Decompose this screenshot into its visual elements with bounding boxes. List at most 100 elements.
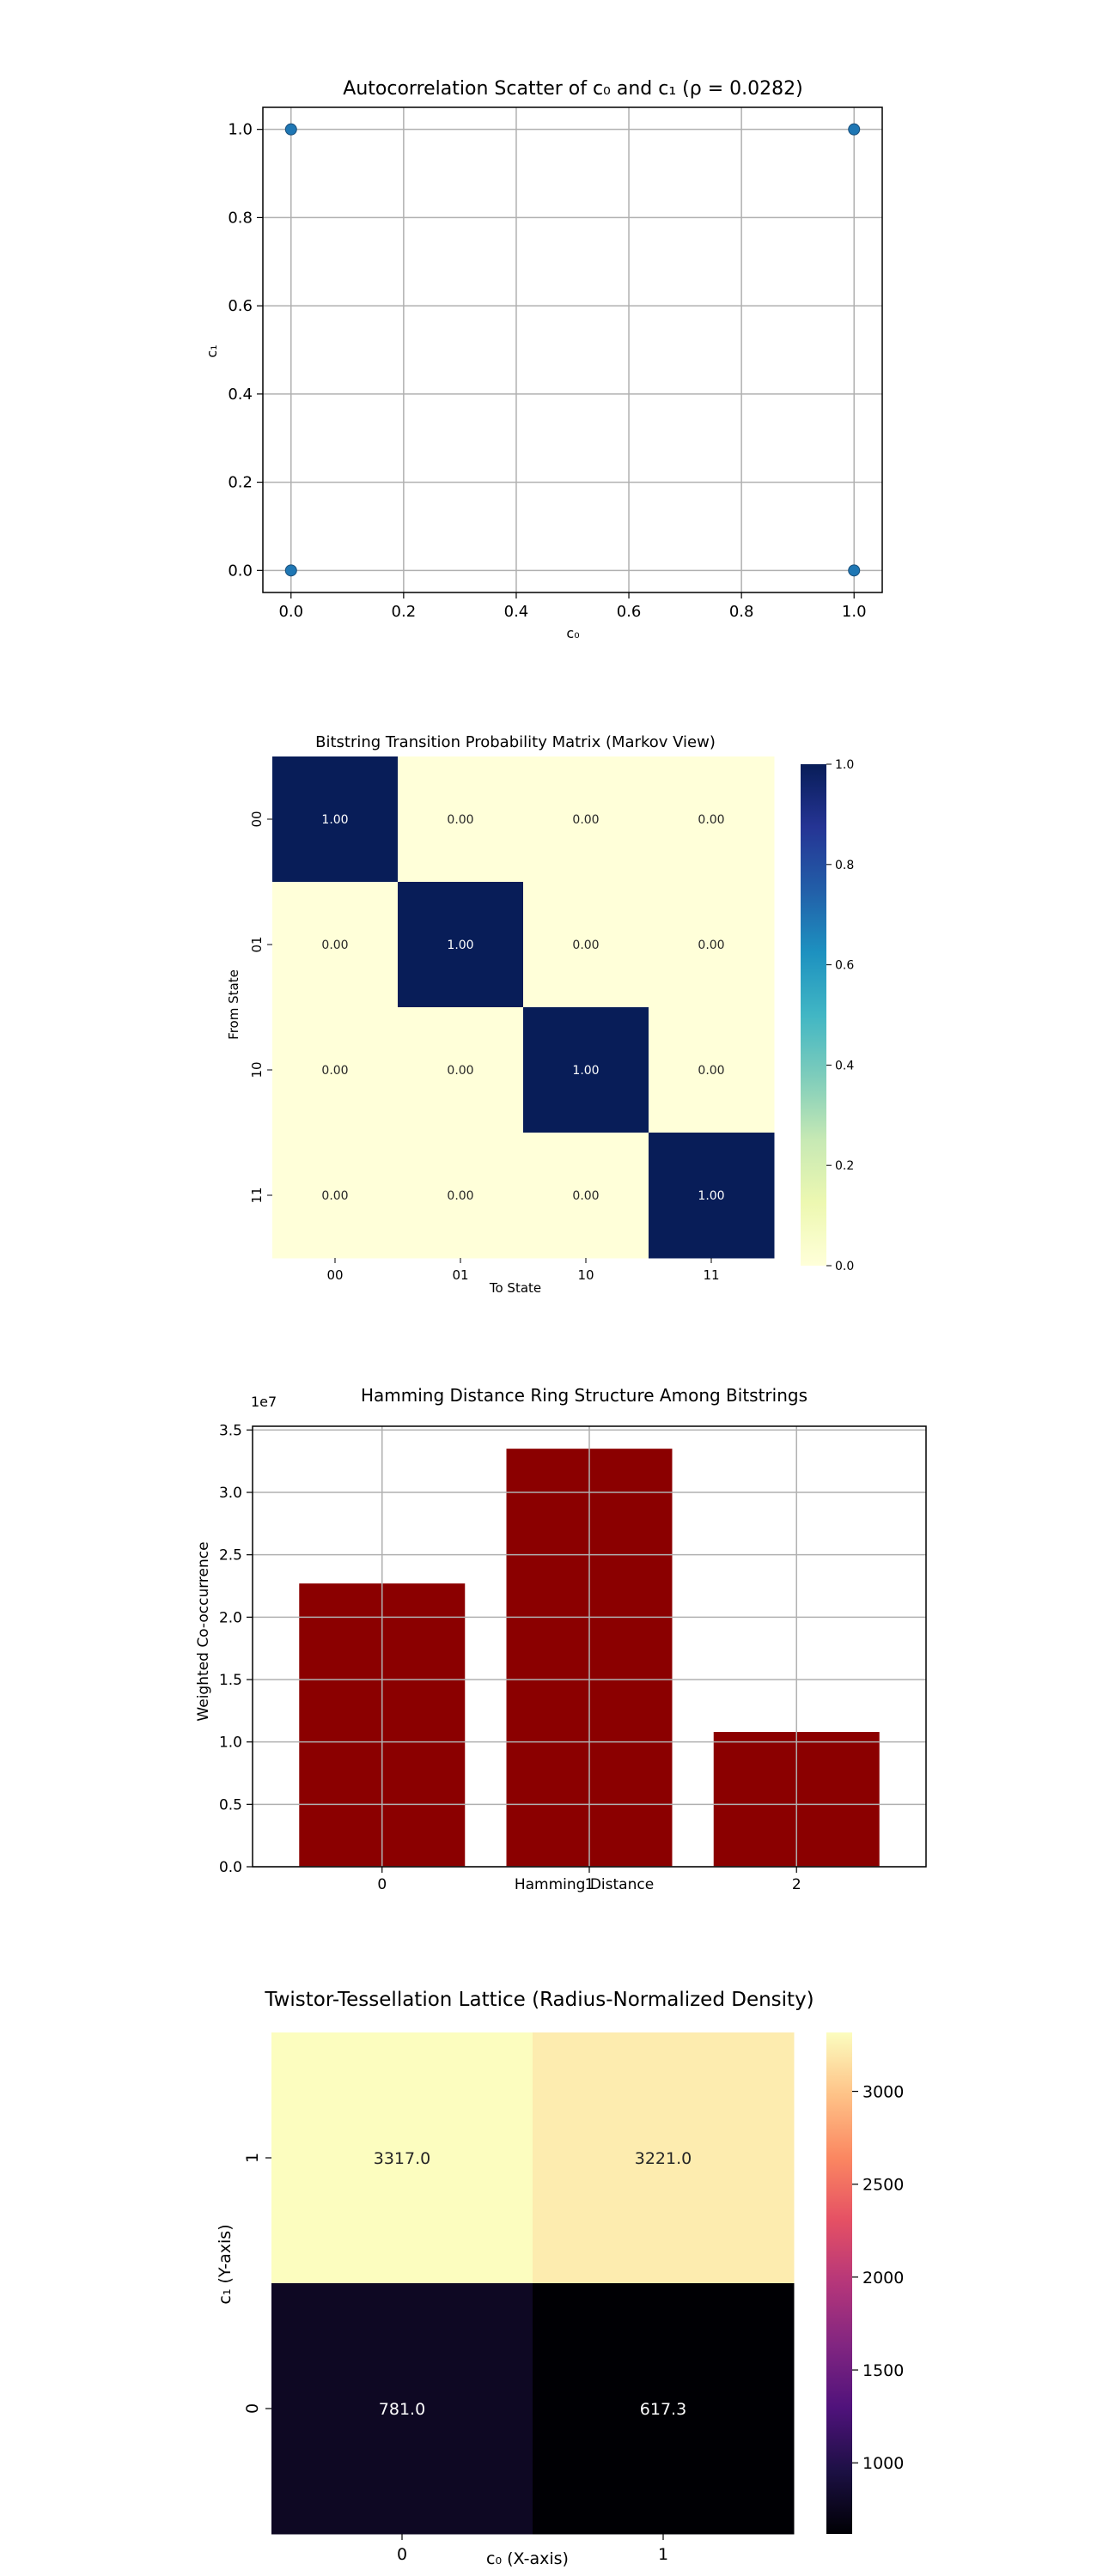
y-tick-label: 0.0 xyxy=(228,562,253,580)
heatmap-cell xyxy=(272,1007,399,1133)
cell-label: 3317.0 xyxy=(374,2149,430,2168)
colorbar-tick-label: 0.2 xyxy=(835,1159,854,1173)
heatmap-cell xyxy=(272,1133,399,1259)
x-tick-label: 2 xyxy=(792,1876,801,1893)
heatmap-cell xyxy=(533,2032,795,2284)
heatmap-cell xyxy=(398,756,524,883)
cell-label: 0.00 xyxy=(447,1064,473,1078)
cell-label: 0.00 xyxy=(321,1189,348,1203)
heatmap-cell xyxy=(649,756,775,883)
heatmap-cell xyxy=(523,882,649,1008)
cell-label: 0.00 xyxy=(321,1064,348,1078)
lattice-heatmap: Twistor-Tessellation Lattice (Radius-Nor… xyxy=(216,1989,904,2568)
heatmap-cell xyxy=(271,2283,533,2535)
heatmap-cell xyxy=(271,2032,533,2284)
cell-label: 1.00 xyxy=(698,1189,724,1203)
x-tick-label: 0.0 xyxy=(278,603,303,621)
y-axis-label: c₁ xyxy=(204,344,220,357)
heatmap-cell xyxy=(523,1133,649,1259)
x-tick-label: 1 xyxy=(585,1876,594,1893)
cell-label: 617.3 xyxy=(640,2400,686,2419)
colorbar-tick-label: 0.8 xyxy=(835,859,854,872)
heatmap-cell xyxy=(398,882,524,1008)
cell-label: 1.00 xyxy=(321,813,348,827)
y-tick-label: 1.5 xyxy=(219,1672,242,1689)
x-tick-label: 0 xyxy=(397,2545,407,2564)
plot-frame xyxy=(262,106,883,593)
cell-label: 0.00 xyxy=(572,939,599,952)
y-tick-label: 1.0 xyxy=(228,121,253,139)
x-axis-label: Hamming Distance xyxy=(515,1876,654,1893)
x-tick-label: 0.6 xyxy=(617,603,642,621)
heatmap-cell xyxy=(533,2283,795,2535)
y-tick-label: 11 xyxy=(249,1187,265,1203)
colorbar-tick-label: 1000 xyxy=(862,2454,904,2473)
y-tick-label: 2.5 xyxy=(219,1547,242,1564)
heatmap-cell xyxy=(398,1007,524,1133)
x-tick-label: 01 xyxy=(452,1267,468,1283)
y-axis-label: Weighted Co-occurrence xyxy=(195,1541,212,1721)
y-tick-label: 01 xyxy=(249,936,265,952)
x-tick-label: 1 xyxy=(658,2545,668,2564)
y-axis-label: From State xyxy=(226,969,241,1040)
cell-label: 0.00 xyxy=(572,1189,599,1203)
cell-label: 0.00 xyxy=(321,939,348,952)
y-tick-label: 10 xyxy=(249,1061,265,1078)
colorbar-tick-label: 2000 xyxy=(862,2269,904,2287)
y-tick-label: 1.0 xyxy=(219,1735,242,1752)
x-tick-label: 0 xyxy=(377,1876,387,1893)
chart-title: Twistor-Tessellation Lattice (Radius-Nor… xyxy=(264,1989,814,2011)
scatter-point xyxy=(848,123,861,136)
cell-label: 3221.0 xyxy=(635,2149,692,2168)
x-tick-label: 00 xyxy=(326,1267,343,1283)
y-tick-label: 00 xyxy=(249,811,265,827)
chart-title: Autocorrelation Scatter of c₀ and c₁ (ρ … xyxy=(343,78,802,100)
heatmap-cell xyxy=(523,1007,649,1133)
axis-offset-label: 1e7 xyxy=(251,1394,277,1410)
cell-label: 0.00 xyxy=(572,813,599,827)
y-tick-label: 0.6 xyxy=(228,297,253,315)
y-tick-label: 3.0 xyxy=(219,1485,242,1502)
scatter-point xyxy=(848,564,861,577)
y-axis-label: c₁ (Y-axis) xyxy=(216,2224,235,2304)
colorbar-tick-label: 3000 xyxy=(862,2083,904,2102)
y-tick-label: 1 xyxy=(243,2153,262,2163)
x-axis-label: c₀ (X-axis) xyxy=(486,2549,569,2568)
x-tick-label: 11 xyxy=(703,1267,719,1283)
x-tick-label: 0.4 xyxy=(504,603,529,621)
y-tick-label: 0.2 xyxy=(228,474,253,492)
x-tick-label: 10 xyxy=(577,1267,594,1283)
colorbar-tick-label: 0.0 xyxy=(835,1260,854,1273)
cell-label: 781.0 xyxy=(379,2400,425,2419)
cell-label: 0.00 xyxy=(698,939,724,952)
y-tick-label: 0.0 xyxy=(219,1859,242,1876)
scatter-point xyxy=(284,123,297,136)
chart-title: Hamming Distance Ring Structure Among Bi… xyxy=(361,1385,807,1406)
heatmap-cell xyxy=(272,756,399,883)
heatmap-cell xyxy=(523,756,649,883)
colorbar xyxy=(801,764,826,1266)
y-tick-label: 0.8 xyxy=(228,209,253,227)
heatmap-cell xyxy=(649,882,775,1008)
y-tick-label: 0.4 xyxy=(228,386,253,404)
cell-label: 0.00 xyxy=(447,1189,473,1203)
y-tick-label: 3.5 xyxy=(219,1422,242,1439)
transition-heatmap: Bitstring Transition Probability Matrix … xyxy=(226,733,854,1296)
bar-chart: Hamming Distance Ring Structure Among Bi… xyxy=(195,1385,927,1893)
scatter-chart: Autocorrelation Scatter of c₀ and c₁ (ρ … xyxy=(204,78,883,641)
x-axis-label: To State xyxy=(489,1280,541,1296)
colorbar-tick-label: 0.6 xyxy=(835,959,854,973)
cell-label: 1.00 xyxy=(572,1064,599,1078)
x-tick-label: 0.2 xyxy=(392,603,417,621)
chart-title: Bitstring Transition Probability Matrix … xyxy=(315,733,716,751)
cell-label: 0.00 xyxy=(447,813,473,827)
x-tick-label: 0.8 xyxy=(729,603,754,621)
cell-label: 1.00 xyxy=(447,939,473,952)
cell-label: 0.00 xyxy=(698,813,724,827)
heatmap-cell xyxy=(649,1133,775,1259)
colorbar xyxy=(826,2032,852,2534)
y-tick-label: 2.0 xyxy=(219,1609,242,1626)
colorbar-tick-label: 2500 xyxy=(862,2176,904,2195)
scatter-point xyxy=(284,564,297,577)
